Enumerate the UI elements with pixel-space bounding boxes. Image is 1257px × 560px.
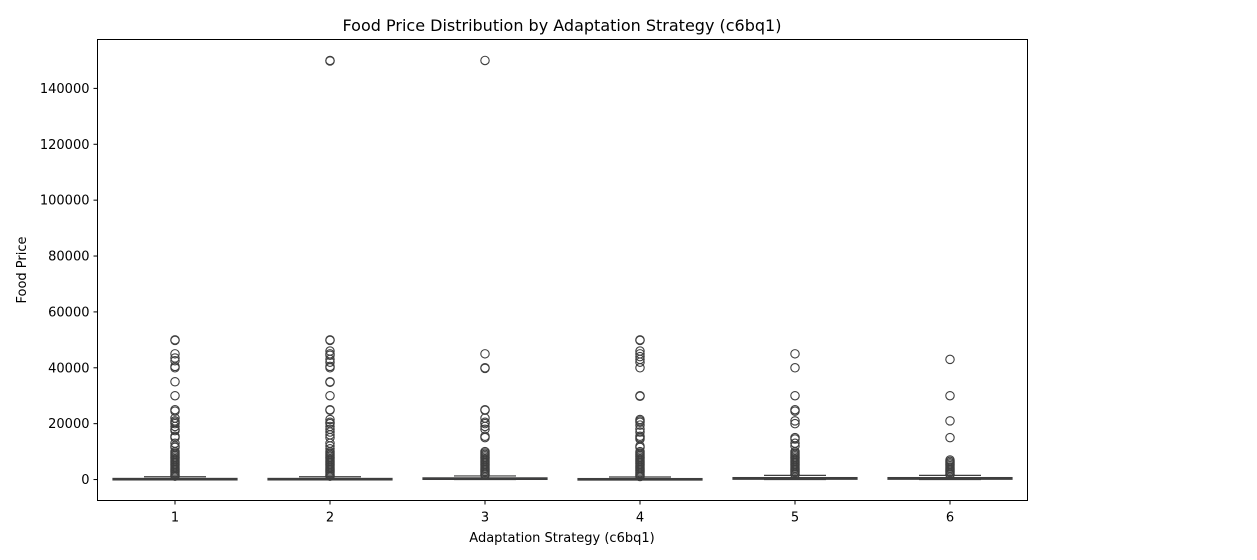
outlier-point xyxy=(480,432,490,443)
outlier-point xyxy=(790,349,800,359)
outlier-point xyxy=(325,377,335,388)
outlier-point xyxy=(635,417,645,428)
box-group-5 xyxy=(732,349,858,481)
x-tick-label: 3 xyxy=(481,511,489,526)
outlier-point xyxy=(480,418,490,429)
outlier-point xyxy=(170,377,180,387)
outlier-point xyxy=(480,349,490,359)
outlier-point xyxy=(790,418,800,429)
outlier-point xyxy=(325,405,335,416)
outlier-point xyxy=(480,363,490,374)
y-tick-label: 20000 xyxy=(48,417,89,432)
outlier-point xyxy=(945,390,955,401)
outlier-point xyxy=(635,351,645,362)
y-tick-label: 0 xyxy=(81,473,89,488)
outlier-point xyxy=(170,406,180,416)
outlier-point xyxy=(325,350,335,360)
outlier-point xyxy=(635,363,645,373)
y-tick-label: 60000 xyxy=(48,305,89,320)
outlier-point xyxy=(635,335,645,346)
y-tick-label: 100000 xyxy=(40,194,90,209)
box-group-4 xyxy=(577,335,703,482)
outlier-point xyxy=(480,55,490,66)
outlier-point xyxy=(635,420,645,430)
outlier-point xyxy=(945,432,955,443)
y-axis-label: Food Price xyxy=(15,236,30,303)
y-tick-label: 120000 xyxy=(40,138,90,153)
outlier-point xyxy=(170,425,180,436)
outlier-point xyxy=(170,349,180,359)
outlier-point xyxy=(170,471,180,481)
outlier-point xyxy=(325,363,335,373)
x-tick-label: 2 xyxy=(326,511,334,526)
outlier-point xyxy=(480,470,490,480)
outlier-point xyxy=(170,390,180,401)
x-tick-label: 1 xyxy=(171,511,179,526)
x-tick-label: 4 xyxy=(636,511,644,526)
outlier-point xyxy=(635,391,645,402)
outlier-point xyxy=(635,471,645,482)
x-tick-label: 5 xyxy=(791,511,799,526)
outlier-point xyxy=(790,434,800,444)
plot-frame xyxy=(97,39,1028,501)
outlier-point xyxy=(325,56,335,66)
outlier-point xyxy=(480,405,490,416)
outlier-point xyxy=(790,390,800,401)
outlier-point xyxy=(945,469,955,480)
y-tick-label: 80000 xyxy=(48,250,89,265)
plot-area xyxy=(112,55,1013,482)
outlier-point xyxy=(480,421,490,432)
outlier-point xyxy=(170,421,180,432)
outlier-point xyxy=(790,406,800,416)
box-group-1 xyxy=(112,335,238,481)
x-axis: 1 2 3 4 5 6 xyxy=(171,500,954,526)
outlier-point xyxy=(945,354,955,365)
outlier-point xyxy=(790,363,800,373)
outlier-point xyxy=(325,335,335,346)
outlier-point xyxy=(635,357,645,367)
outlier-point xyxy=(790,469,800,480)
box-group-6 xyxy=(887,354,1013,481)
outlier-point xyxy=(170,418,180,429)
outlier-point xyxy=(325,414,335,425)
outlier-point xyxy=(325,357,335,367)
outlier-point xyxy=(170,356,180,366)
outlier-point xyxy=(170,363,180,373)
y-axis: 0 20000 40000 60000 80000 100000 120000 140000 xyxy=(40,82,98,488)
x-axis-label: Adaptation Strategy (c6bq1) xyxy=(469,531,654,546)
chart-title: Food Price Distribution by Adaptation St… xyxy=(343,16,782,35)
outlier-point xyxy=(635,427,645,437)
y-tick-label: 40000 xyxy=(48,361,89,376)
outlier-point xyxy=(325,427,335,437)
outlier-point xyxy=(790,416,800,426)
outlier-point xyxy=(945,416,955,426)
y-tick-label: 140000 xyxy=(40,82,90,97)
outlier-point xyxy=(325,471,335,481)
x-tick-label: 6 xyxy=(946,511,954,526)
outlier-point xyxy=(170,335,180,346)
outlier-point xyxy=(325,390,335,401)
box-group-2 xyxy=(267,55,393,481)
box-group-3 xyxy=(422,55,548,481)
